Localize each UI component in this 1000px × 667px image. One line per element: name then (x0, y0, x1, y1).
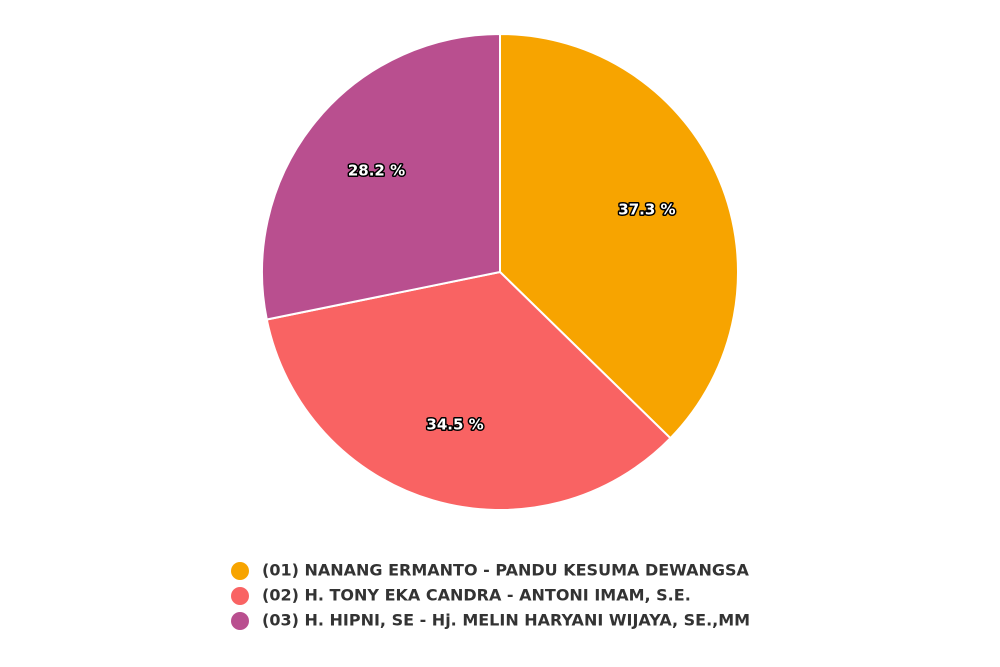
pie-slice (499, 32, 739, 440)
slice-label: 34.5 % (426, 415, 483, 433)
pie-slice (265, 270, 672, 511)
legend-marker (231, 612, 249, 630)
pie-slice (261, 32, 501, 321)
slice-label: 28.2 % (348, 162, 405, 180)
legend-marker (231, 587, 249, 605)
slice-label: 37.3 % (618, 201, 675, 219)
legend-label: (02) H. TONY EKA CANDRA - ANTONI IMAM, S… (262, 586, 691, 605)
legend-label: (03) H. HIPNI, SE - Hj. MELIN HARYANI WI… (262, 611, 750, 630)
legend-label: (01) NANANG ERMANTO - PANDU KESUMA DEWAN… (262, 561, 750, 580)
legend-marker (231, 562, 249, 580)
